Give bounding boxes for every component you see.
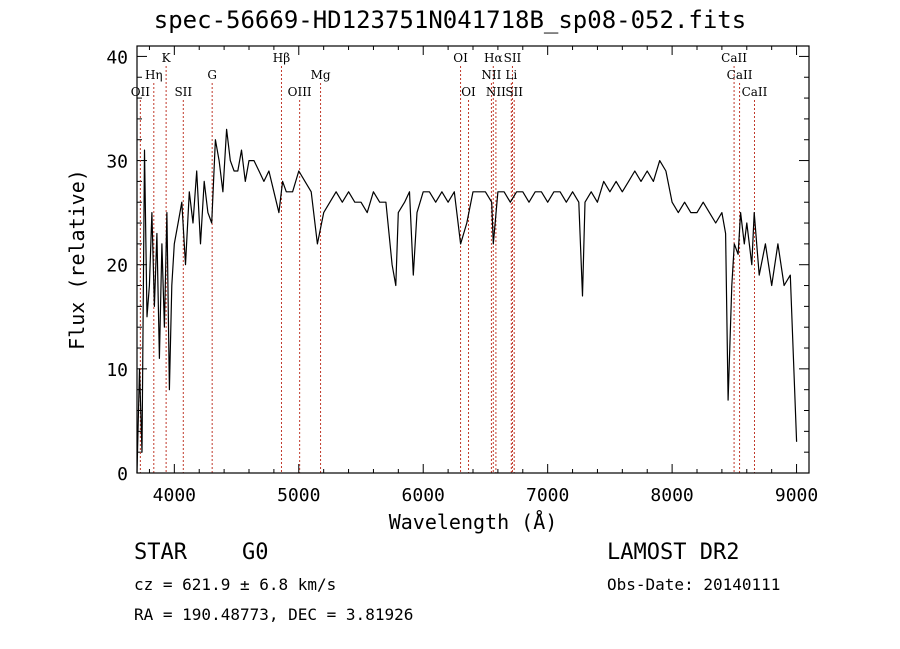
line-label: Hα: [484, 51, 503, 65]
x-tick-label: 8000: [650, 485, 693, 506]
redshift-cz: cz = 621.9 ± 6.8 km/s: [134, 575, 337, 594]
line-label: OII: [131, 85, 151, 99]
line-label: OI: [461, 85, 476, 99]
y-axis-label: Flux (relative): [65, 169, 89, 350]
survey-label: LAMOST DR2: [607, 540, 740, 565]
plot-frame: [136, 45, 810, 474]
line-label: SII: [174, 85, 192, 99]
x-tick-label: 6000: [402, 485, 445, 506]
x-tick-label: 5000: [277, 485, 320, 506]
y-tick-label: 40: [106, 47, 128, 68]
x-tick-label: 4000: [153, 485, 196, 506]
line-label: SII: [504, 51, 522, 65]
line-label: CaII: [727, 68, 753, 82]
line-label: Hβ: [273, 51, 290, 65]
spectrum-line: [136, 128, 798, 474]
x-tick-label: 9000: [775, 485, 818, 506]
object-subclass: G0: [242, 540, 269, 565]
obs-date: Obs-Date: 20140111: [607, 575, 781, 594]
y-tick-label: 0: [117, 464, 128, 485]
line-label: SII: [505, 85, 523, 99]
y-tick-label: 20: [106, 256, 128, 277]
line-label: NII: [481, 68, 501, 82]
line-label: OI: [453, 51, 468, 65]
line-label: CaII: [721, 51, 747, 65]
x-tick-label: 7000: [526, 485, 569, 506]
line-label: Hη: [145, 68, 163, 82]
line-label: NII: [486, 85, 506, 99]
line-label: Mg: [311, 68, 331, 82]
y-tick-label: 30: [106, 152, 128, 173]
object-class: STAR: [134, 540, 187, 565]
line-label: K: [162, 51, 172, 65]
ra-dec: RA = 190.48773, DEC = 3.81926: [134, 605, 414, 624]
line-label: G: [207, 68, 217, 82]
line-label: CaII: [742, 85, 768, 99]
line-label: Li: [505, 68, 517, 82]
y-tick-label: 10: [106, 360, 128, 381]
chart-title: spec-56669-HD123751N041718B_sp08-052.fit…: [153, 6, 747, 34]
x-axis-label: Wavelength (Å): [389, 510, 558, 534]
line-label: OIII: [288, 85, 312, 99]
